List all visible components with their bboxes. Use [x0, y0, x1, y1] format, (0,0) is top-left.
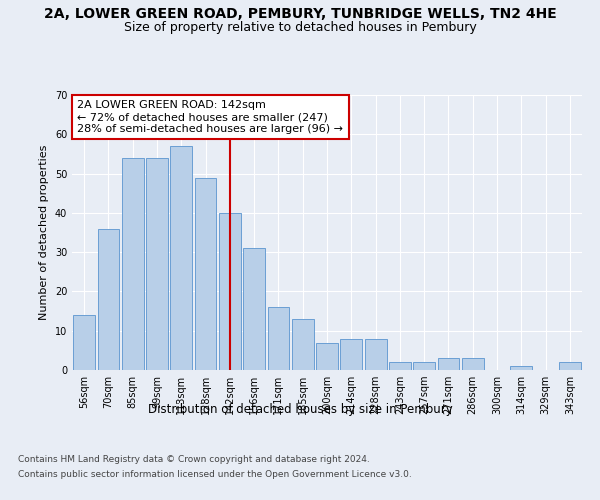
Text: Contains HM Land Registry data © Crown copyright and database right 2024.: Contains HM Land Registry data © Crown c… — [18, 455, 370, 464]
Bar — [146, 158, 168, 370]
Bar — [73, 315, 95, 370]
Bar — [219, 213, 241, 370]
Bar — [340, 338, 362, 370]
Text: Distribution of detached houses by size in Pembury: Distribution of detached houses by size … — [148, 402, 452, 415]
Bar — [170, 146, 192, 370]
Bar — [365, 338, 386, 370]
Bar — [122, 158, 143, 370]
Bar — [559, 362, 581, 370]
Bar — [462, 358, 484, 370]
Y-axis label: Number of detached properties: Number of detached properties — [39, 145, 49, 320]
Text: 2A LOWER GREEN ROAD: 142sqm
← 72% of detached houses are smaller (247)
28% of se: 2A LOWER GREEN ROAD: 142sqm ← 72% of det… — [77, 100, 343, 134]
Bar — [243, 248, 265, 370]
Bar — [268, 307, 289, 370]
Bar — [413, 362, 435, 370]
Bar — [316, 342, 338, 370]
Bar — [194, 178, 217, 370]
Text: Contains public sector information licensed under the Open Government Licence v3: Contains public sector information licen… — [18, 470, 412, 479]
Text: Size of property relative to detached houses in Pembury: Size of property relative to detached ho… — [124, 21, 476, 34]
Bar — [437, 358, 460, 370]
Bar — [389, 362, 411, 370]
Bar — [511, 366, 532, 370]
Text: 2A, LOWER GREEN ROAD, PEMBURY, TUNBRIDGE WELLS, TN2 4HE: 2A, LOWER GREEN ROAD, PEMBURY, TUNBRIDGE… — [44, 8, 556, 22]
Bar — [97, 228, 119, 370]
Bar — [292, 319, 314, 370]
